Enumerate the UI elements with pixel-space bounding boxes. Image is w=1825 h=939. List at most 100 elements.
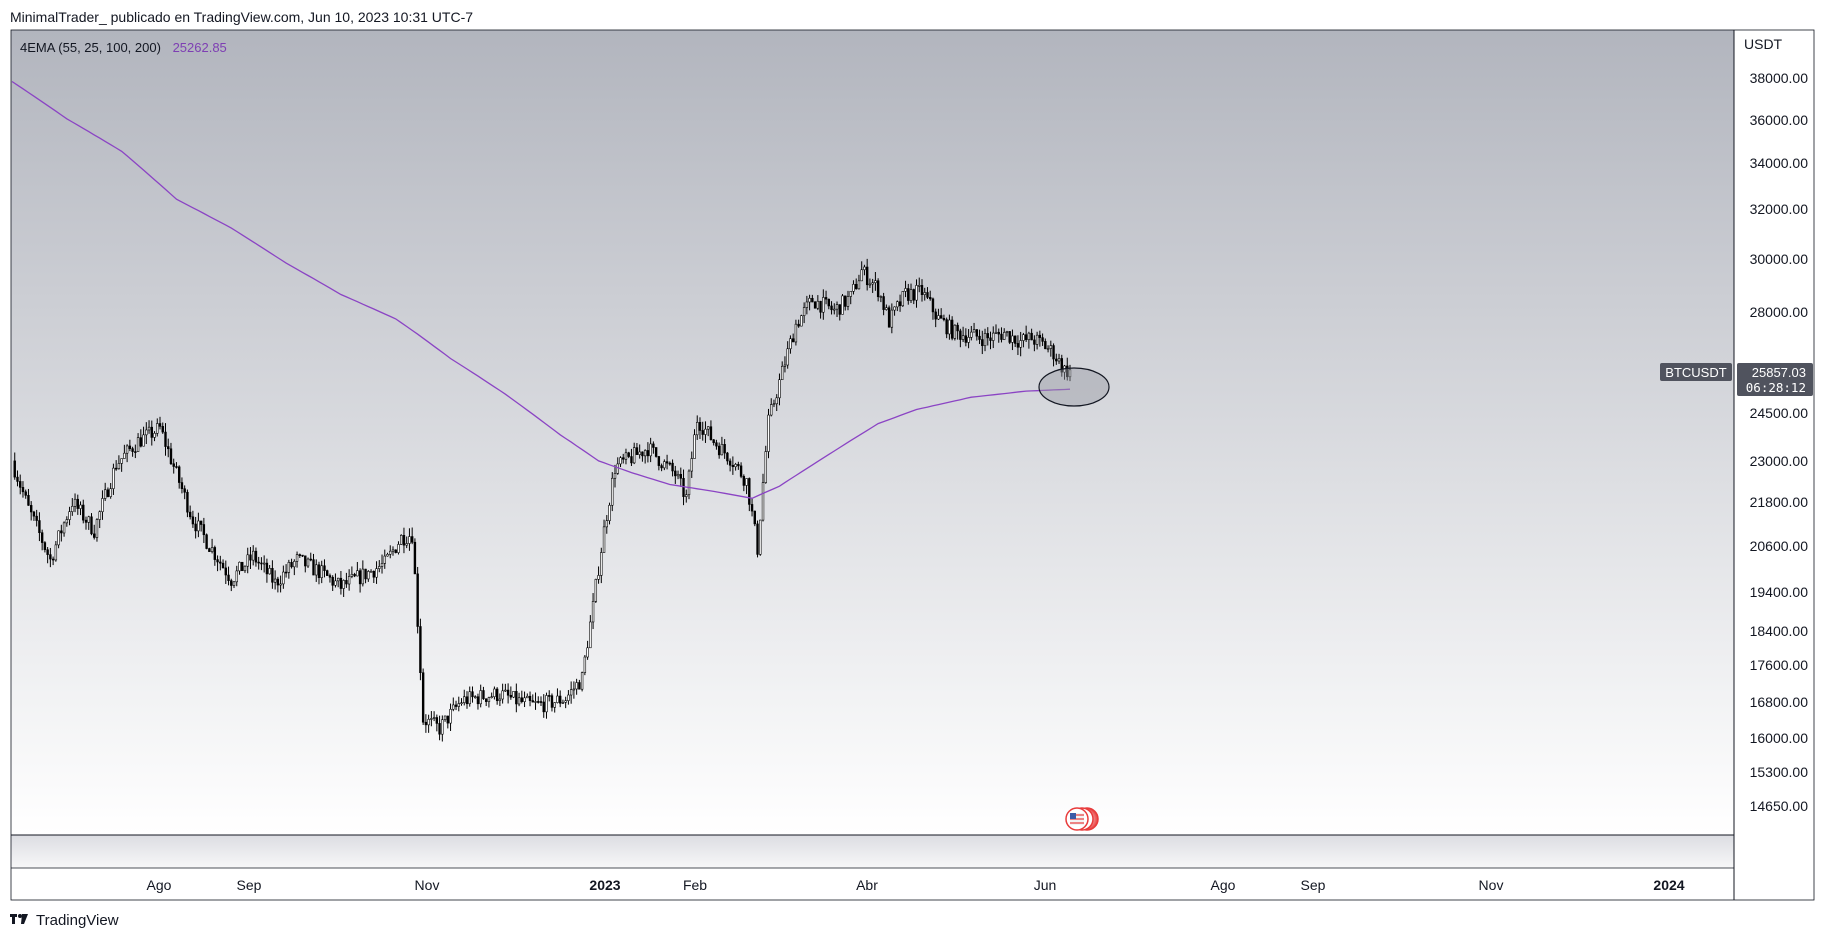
candle-body bbox=[748, 478, 751, 505]
candle-body bbox=[890, 309, 894, 328]
candle bbox=[558, 690, 562, 708]
currency-label: USDT bbox=[1744, 36, 1783, 52]
candle bbox=[1008, 331, 1011, 345]
candle-body bbox=[983, 333, 987, 347]
candle-body bbox=[879, 296, 883, 298]
candle-body bbox=[125, 445, 129, 454]
candle bbox=[87, 515, 90, 530]
candle-body bbox=[452, 704, 455, 710]
candle-body bbox=[726, 452, 729, 462]
candle bbox=[82, 499, 85, 524]
candle-body bbox=[885, 307, 888, 310]
candle-body bbox=[624, 452, 628, 460]
candle-body bbox=[808, 297, 811, 303]
candle-body bbox=[865, 266, 869, 286]
candle bbox=[62, 521, 66, 537]
candle-body bbox=[723, 444, 726, 454]
indicator-legend[interactable]: 4EMA (55, 25, 100, 200) 25262.85 bbox=[20, 40, 227, 55]
candle bbox=[205, 533, 208, 550]
candle-body bbox=[40, 532, 44, 543]
candle bbox=[791, 333, 795, 343]
candle bbox=[460, 698, 463, 706]
candle bbox=[336, 577, 340, 588]
highlight-ellipse[interactable] bbox=[1038, 367, 1110, 407]
candle-body bbox=[331, 576, 334, 586]
price-axis-area[interactable] bbox=[1734, 30, 1814, 868]
candle-body bbox=[797, 323, 800, 327]
candle bbox=[65, 516, 69, 527]
x-tick-label: 2023 bbox=[589, 877, 620, 893]
candle bbox=[326, 569, 329, 576]
candle bbox=[347, 569, 351, 591]
candle-body bbox=[199, 520, 203, 525]
candle-body bbox=[147, 426, 151, 431]
candle bbox=[1011, 329, 1014, 351]
candle-body bbox=[208, 548, 211, 552]
candle-body bbox=[1035, 334, 1039, 345]
candle bbox=[1027, 331, 1031, 349]
candle-body bbox=[567, 694, 570, 701]
candle bbox=[682, 469, 685, 506]
candle-body bbox=[1011, 335, 1014, 343]
candle-body bbox=[257, 561, 260, 564]
candle bbox=[783, 356, 787, 373]
candle-body bbox=[238, 561, 241, 572]
candle-body bbox=[605, 520, 608, 528]
candle bbox=[622, 453, 625, 464]
candle-body bbox=[967, 337, 970, 343]
candle bbox=[641, 451, 644, 462]
candle bbox=[312, 553, 315, 576]
y-tick-label: 14650.00 bbox=[1750, 798, 1809, 814]
candle bbox=[794, 319, 798, 346]
candle-body bbox=[1022, 334, 1025, 341]
candle-body bbox=[794, 323, 798, 343]
candle-body bbox=[410, 536, 414, 543]
candle-body bbox=[183, 488, 186, 493]
candle-body bbox=[334, 580, 337, 586]
candle bbox=[210, 538, 214, 554]
candle bbox=[131, 446, 134, 457]
x-tick-label: Feb bbox=[683, 877, 707, 893]
symbol-tag-text: BTCUSDT bbox=[1665, 365, 1726, 380]
candle-body bbox=[698, 422, 702, 431]
candle-body bbox=[520, 697, 524, 702]
candle-body bbox=[471, 691, 474, 698]
candle-body bbox=[907, 288, 910, 301]
candle bbox=[158, 416, 162, 430]
candle bbox=[262, 555, 266, 573]
candle bbox=[397, 541, 400, 555]
us-flag-events-icon[interactable] bbox=[1065, 807, 1099, 831]
candle-body bbox=[542, 701, 545, 713]
candle-body bbox=[526, 695, 529, 699]
footer-brand: TradingView bbox=[36, 912, 119, 929]
candle bbox=[471, 686, 474, 703]
candle bbox=[93, 524, 96, 540]
candle bbox=[545, 692, 548, 719]
candle-body bbox=[73, 498, 77, 507]
candle-body bbox=[131, 448, 134, 452]
candle bbox=[177, 465, 181, 489]
candle bbox=[199, 520, 203, 532]
candle-body bbox=[989, 337, 992, 341]
candle-body bbox=[635, 447, 639, 455]
candle-body bbox=[953, 324, 957, 339]
candle-body bbox=[764, 451, 767, 483]
candle bbox=[835, 301, 839, 317]
candle bbox=[479, 684, 482, 708]
candle-body bbox=[304, 555, 307, 567]
candle-body bbox=[38, 520, 41, 533]
y-tick-label: 38000.00 bbox=[1750, 70, 1809, 86]
candle-body bbox=[778, 379, 781, 399]
candle-body bbox=[970, 331, 973, 338]
candle bbox=[134, 444, 137, 459]
tradingview-logo[interactable]: TradingView bbox=[10, 912, 119, 929]
candle-body bbox=[1019, 340, 1022, 348]
candle-body bbox=[950, 319, 954, 339]
candle-body bbox=[84, 519, 88, 523]
candle-body bbox=[16, 476, 19, 482]
candle-body bbox=[490, 696, 493, 699]
candle-body bbox=[589, 621, 592, 649]
candle bbox=[728, 458, 732, 472]
candle-body bbox=[545, 695, 548, 713]
